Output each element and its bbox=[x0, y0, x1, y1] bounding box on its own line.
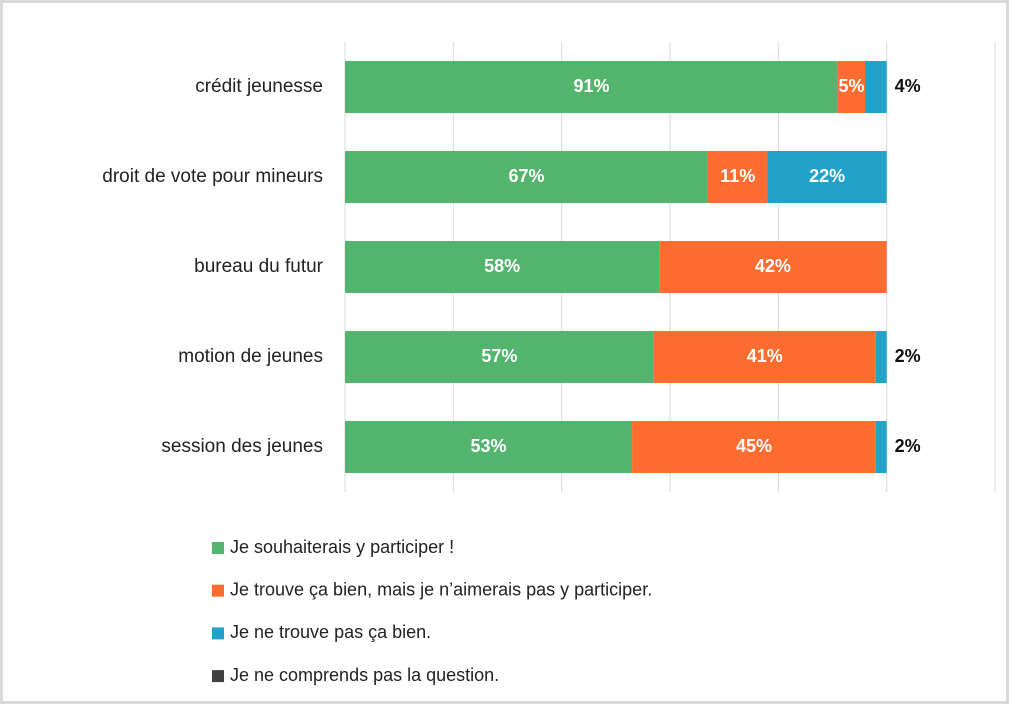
data-label: 57% bbox=[481, 346, 517, 366]
data-label: 45% bbox=[736, 436, 772, 456]
data-label: 42% bbox=[755, 256, 791, 276]
data-label: 22% bbox=[809, 166, 845, 186]
bar-segment bbox=[345, 61, 838, 113]
y-tick-label: bureau du futur bbox=[194, 256, 324, 277]
bar-segment bbox=[659, 241, 887, 293]
bar-segment bbox=[345, 421, 633, 473]
bar-segment bbox=[345, 241, 660, 293]
y-tick-label: motion de jeunes bbox=[178, 346, 323, 367]
bar-segment bbox=[345, 151, 708, 203]
data-label: 41% bbox=[747, 346, 783, 366]
data-label: 4% bbox=[895, 76, 921, 96]
legend-label: Je trouve ça bien, mais je n’aimerais pa… bbox=[230, 579, 652, 599]
legend-swatch bbox=[212, 670, 224, 683]
legend-label: Je ne comprends pas la question. bbox=[230, 665, 499, 685]
bar-segment bbox=[653, 331, 876, 383]
y-tick-label: session des jeunes bbox=[161, 436, 323, 457]
y-tick-label: crédit jeunesse bbox=[195, 76, 323, 97]
bar-segment bbox=[767, 151, 887, 203]
data-label: 5% bbox=[838, 76, 864, 96]
data-label: 2% bbox=[895, 436, 921, 456]
data-label: 91% bbox=[573, 76, 609, 96]
legend-swatch bbox=[212, 542, 224, 554]
bar-segment bbox=[875, 331, 887, 383]
bar-segment bbox=[707, 151, 768, 203]
bar-segment bbox=[837, 61, 865, 113]
data-label: 11% bbox=[720, 166, 755, 186]
legend-swatch bbox=[212, 627, 224, 640]
data-label: 67% bbox=[508, 166, 544, 186]
bar-segment bbox=[865, 61, 887, 113]
data-label: 58% bbox=[484, 256, 520, 276]
legend-swatch bbox=[212, 584, 224, 597]
legend-label: Je souhaiterais y participer ! bbox=[230, 537, 454, 557]
y-tick-label: droit de vote pour mineurs bbox=[102, 166, 323, 187]
data-label: 2% bbox=[895, 346, 921, 366]
bar-segment bbox=[875, 421, 887, 473]
legend-label: Je ne trouve pas ça bien. bbox=[230, 622, 431, 642]
data-label: 53% bbox=[471, 436, 507, 456]
bar-segment bbox=[345, 331, 654, 383]
bar-segment bbox=[632, 421, 876, 473]
